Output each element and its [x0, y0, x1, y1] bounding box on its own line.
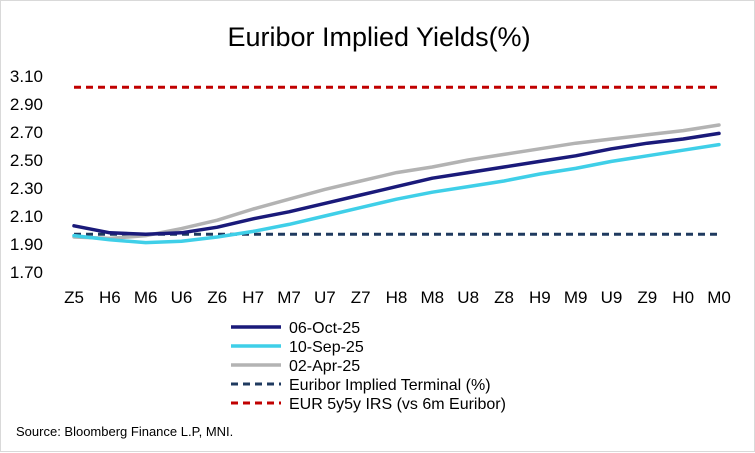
x-tick-label: H8: [386, 288, 408, 307]
x-tick-label: H6: [99, 288, 121, 307]
chart-title: Euribor Implied Yields(%): [227, 22, 530, 52]
x-tick-label: U8: [457, 288, 479, 307]
legend: 06-Oct-25 10-Sep-25 02-Apr-25 Euribor Impli…: [231, 320, 506, 413]
x-tick-label: U6: [171, 288, 193, 307]
y-tick-label: 3.10: [10, 67, 43, 86]
y-tick-label: 1.70: [10, 263, 43, 282]
x-tick-label: H7: [242, 288, 264, 307]
x-tick-label: M0: [707, 288, 731, 307]
legend-label-2: 02-Apr-25: [289, 358, 360, 375]
x-tick-label: Z8: [494, 288, 514, 307]
y-tick-label: 2.90: [10, 95, 43, 114]
x-tick-label: U7: [314, 288, 336, 307]
y-tick-label: 2.70: [10, 123, 43, 142]
x-tick-label: M8: [421, 288, 445, 307]
y-tick-label: 2.50: [10, 151, 43, 170]
series-line-0: [72, 131, 721, 236]
x-tick-label: U9: [601, 288, 623, 307]
y-tick-label: 2.30: [10, 179, 43, 198]
y-tick-label: 2.10: [10, 207, 43, 226]
legend-label-1: 10-Sep-25: [289, 339, 364, 356]
legend-label-4: EUR 5y5y IRS (vs 6m Euribor): [289, 396, 506, 413]
x-tick-label: H0: [672, 288, 694, 307]
series-line-2: [72, 123, 721, 241]
x-tick-label: Z6: [207, 288, 227, 307]
x-axis-ticks: Z5 H6 M6 U6 Z6 H7 M7 U7 Z7 H8 M8 U8 Z8 H9 M9 U9 Z9 H0 M0: [64, 288, 731, 307]
x-tick-label: Z9: [637, 288, 657, 307]
legend-label-3: Euribor Implied Terminal (%): [289, 377, 491, 394]
x-tick-label: M9: [564, 288, 588, 307]
source-note: Source: Bloomberg Finance L.P, MNI.: [16, 424, 233, 439]
y-axis-ticks: 3.10 2.90 2.70 2.50 2.30 2.10 1.90 1.70: [10, 67, 43, 282]
series-line-1: [72, 142, 721, 245]
x-tick-label: Z5: [64, 288, 84, 307]
x-tick-label: M6: [134, 288, 158, 307]
x-tick-label: H9: [529, 288, 551, 307]
legend-label-0: 06-Oct-25: [289, 320, 360, 337]
y-tick-label: 1.90: [10, 235, 43, 254]
x-tick-label: M7: [277, 288, 301, 307]
series-layer: [72, 85, 721, 245]
x-tick-label: Z7: [351, 288, 371, 307]
